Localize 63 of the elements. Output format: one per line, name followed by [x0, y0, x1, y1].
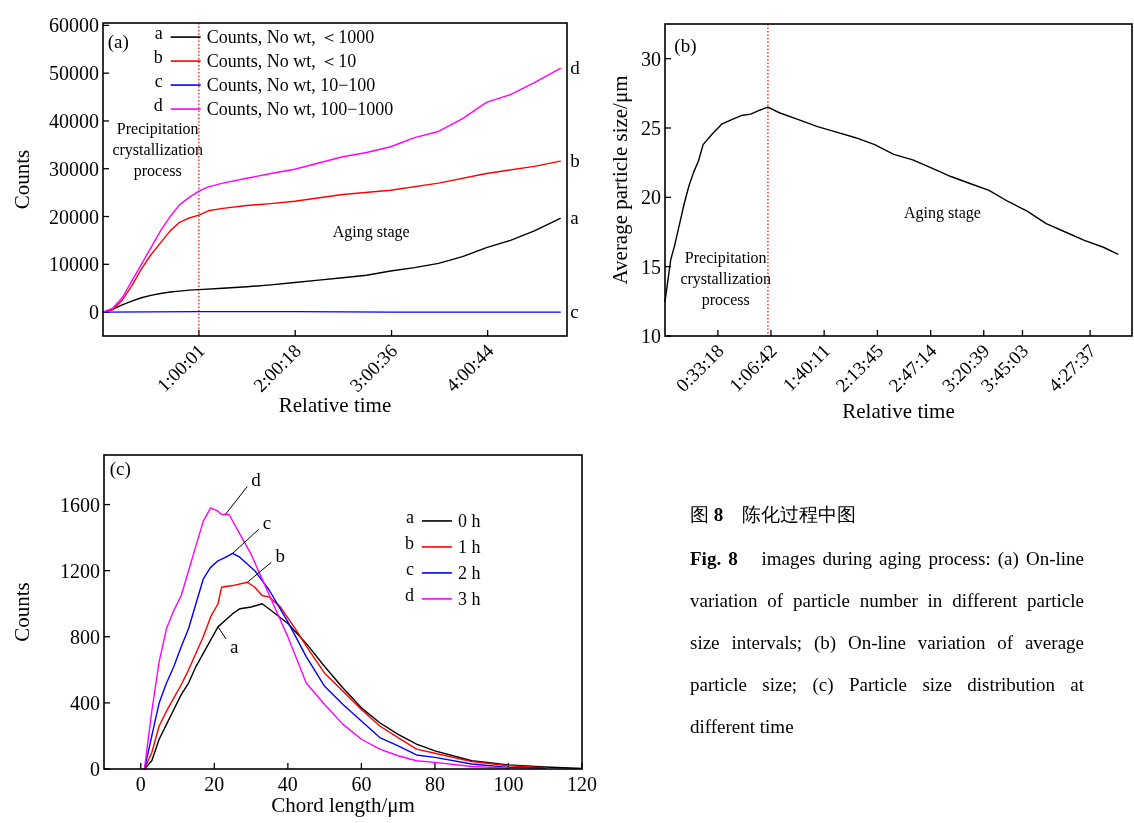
- text: 图 8 陈化过程中图: [690, 504, 857, 525]
- annotation: d: [251, 469, 262, 491]
- annotation: Precipitation crystallization process: [112, 120, 204, 180]
- annotation: Aging stage: [903, 204, 981, 223]
- y-tick-label: 15: [641, 255, 661, 278]
- x-tick-label: 120: [567, 773, 597, 795]
- annotation: d: [404, 584, 414, 605]
- x-tick-label: 0: [135, 773, 146, 795]
- y-tick-label: 30: [641, 47, 661, 70]
- y-tick-label: 10000: [49, 253, 99, 276]
- legend-label: Counts, No wt, ＜1000: [206, 27, 375, 48]
- annotation: d: [153, 95, 163, 116]
- text: Fig. 8 images during aging process: (a) On-line variation of particle number in different particle size intervals; (b) On-line variation of average particle size; (c) Particle size distribution at different time: [690, 548, 1084, 737]
- annotation: d: [570, 57, 581, 79]
- legend-label: 0 h: [457, 510, 481, 531]
- y-tick-label: 400: [70, 691, 100, 714]
- y-axis-title: Counts: [10, 582, 35, 642]
- x-axis-title: Relative time: [278, 393, 392, 417]
- legend-label: 1 h: [457, 536, 481, 557]
- legend-label: 2 h: [457, 562, 481, 583]
- y-tick-label: 30000: [49, 157, 99, 180]
- annotation: c: [154, 71, 163, 92]
- legend-label: Counts, No wt, 100−1000: [206, 99, 394, 120]
- legend-label: Counts, No wt, ＜10: [206, 51, 357, 72]
- annotation: c: [570, 301, 579, 323]
- legend-label: 3 h: [457, 588, 481, 609]
- annotation: Precipitation crystallization process: [680, 248, 772, 309]
- annotation: b: [404, 532, 414, 553]
- y-tick-label: 25: [641, 117, 661, 139]
- annotation: b: [570, 150, 580, 172]
- y-tick-label: 1600: [60, 493, 100, 516]
- x-tick-label: 40: [277, 773, 298, 795]
- annotation: c: [262, 512, 272, 534]
- x-tick-label: 60: [351, 773, 372, 795]
- annotation: c: [405, 558, 414, 579]
- x-tick-label: 100: [493, 773, 524, 795]
- legend-label: Counts, No wt, 10−100: [206, 75, 376, 96]
- annotation: b: [153, 47, 163, 68]
- x-axis-title: Chord length/μm: [271, 793, 415, 817]
- y-tick-label: 20: [641, 186, 661, 209]
- annotation: a: [405, 506, 414, 527]
- y-tick-label: 50000: [49, 62, 99, 85]
- annotation: (c): [109, 458, 131, 481]
- y-tick-label: 40000: [49, 109, 99, 132]
- annotation: a: [229, 635, 239, 657]
- x-axis-title: Relative time: [842, 399, 955, 423]
- y-tick-label: 0: [89, 301, 99, 324]
- x-tick-label: 20: [204, 773, 225, 795]
- y-tick-label: 0: [90, 758, 100, 780]
- y-axis-title: Average particle size/μm: [608, 75, 633, 285]
- annotation: a: [154, 23, 163, 44]
- y-tick-label: 800: [70, 625, 100, 648]
- y-tick-label: 60000: [49, 14, 99, 37]
- annotation: (a): [107, 31, 129, 54]
- annotation: a: [570, 207, 580, 229]
- annotation: b: [275, 545, 285, 567]
- annotation: Aging stage: [332, 223, 410, 242]
- y-tick-label: 10: [641, 325, 661, 347]
- annotation: (b): [674, 35, 697, 58]
- x-tick-label: 80: [424, 773, 445, 795]
- y-tick-label: 20000: [49, 205, 99, 228]
- y-axis-title: Counts: [10, 149, 35, 210]
- y-tick-label: 1200: [60, 559, 100, 582]
